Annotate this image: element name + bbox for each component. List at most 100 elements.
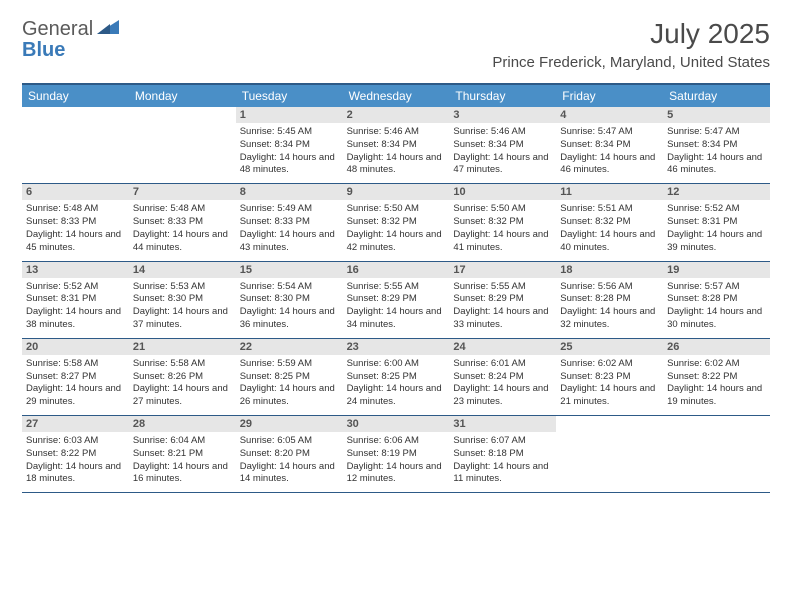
day-info: Sunrise: 6:03 AMSunset: 8:22 PMDaylight:… <box>26 435 125 486</box>
weekday-header-cell: Monday <box>129 85 236 107</box>
day-number: 14 <box>129 262 236 278</box>
weekday-header-cell: Saturday <box>663 85 770 107</box>
day-info: Sunrise: 5:58 AMSunset: 8:27 PMDaylight:… <box>26 358 125 409</box>
location-text: Prince Frederick, Maryland, United State… <box>492 54 770 71</box>
calendar: SundayMondayTuesdayWednesdayThursdayFrid… <box>22 83 770 493</box>
day-number: 12 <box>663 184 770 200</box>
day-info: Sunrise: 5:54 AMSunset: 8:30 PMDaylight:… <box>240 281 339 332</box>
day-number: 22 <box>236 339 343 355</box>
day-info: Sunrise: 5:56 AMSunset: 8:28 PMDaylight:… <box>560 281 659 332</box>
day-cell: 1 Sunrise: 5:45 AMSunset: 8:34 PMDaylight… <box>236 107 343 183</box>
day-number: 24 <box>449 339 556 355</box>
logo-text-general: General <box>22 18 93 41</box>
day-cell: 29 Sunrise: 6:05 AMSunset: 8:20 PMDayligh… <box>236 416 343 492</box>
day-number: 10 <box>449 184 556 200</box>
day-cell: 23 Sunrise: 6:00 AMSunset: 8:25 PMDayligh… <box>343 339 450 415</box>
day-info: Sunrise: 5:57 AMSunset: 8:28 PMDaylight:… <box>667 281 766 332</box>
day-info: Sunrise: 5:51 AMSunset: 8:32 PMDaylight:… <box>560 203 659 254</box>
day-info: Sunrise: 5:47 AMSunset: 8:34 PMDaylight:… <box>667 126 766 177</box>
day-cell: 22Sunrise: 5:59 AMSunset: 8:25 PMDayligh… <box>236 339 343 415</box>
month-title: July 2025 <box>492 18 770 50</box>
weekday-header-cell: Thursday <box>449 85 556 107</box>
day-info: Sunrise: 6:01 AMSunset: 8:24 PMDaylight:… <box>453 358 552 409</box>
day-info: Sunrise: 6:05 AMSunset: 8:20 PMDaylight:… <box>240 435 339 486</box>
day-cell: 3 Sunrise: 5:46 AMSunset: 8:34 PMDaylight… <box>449 107 556 183</box>
day-number: 30 <box>343 416 450 432</box>
day-cell: 13Sunrise: 5:52 AMSunset: 8:31 PMDayligh… <box>22 262 129 338</box>
day-info: Sunrise: 6:02 AMSunset: 8:23 PMDaylight:… <box>560 358 659 409</box>
day-cell: 25 Sunrise: 6:02 AMSunset: 8:23 PMDayligh… <box>556 339 663 415</box>
day-number: 21 <box>129 339 236 355</box>
day-cell: 6Sunrise: 5:48 AMSunset: 8:33 PMDaylight… <box>22 184 129 260</box>
day-number: 25 <box>556 339 663 355</box>
day-cell: 21Sunrise: 5:58 AMSunset: 8:26 PMDayligh… <box>129 339 236 415</box>
logo: GeneralBlue <box>22 18 142 62</box>
day-number: 23 <box>343 339 450 355</box>
logo-text-blue: Blue <box>22 39 65 62</box>
day-cell: 19Sunrise: 5:57 AMSunset: 8:28 PMDayligh… <box>663 262 770 338</box>
weekday-header-row: SundayMondayTuesdayWednesdayThursdayFrid… <box>22 85 770 107</box>
day-info: Sunrise: 5:46 AMSunset: 8:34 PMDaylight:… <box>453 126 552 177</box>
day-info: Sunrise: 5:46 AMSunset: 8:34 PMDaylight:… <box>347 126 446 177</box>
day-cell: 20 Sunrise: 5:58 AMSunset: 8:27 PMDayligh… <box>22 339 129 415</box>
day-cell: 5 Sunrise: 5:47 AMSunset: 8:34 PMDaylight… <box>663 107 770 183</box>
day-info: Sunrise: 5:48 AMSunset: 8:33 PMDaylight:… <box>133 203 232 254</box>
day-info: Sunrise: 5:55 AMSunset: 8:29 PMDaylight:… <box>347 281 446 332</box>
day-info: Sunrise: 6:00 AMSunset: 8:25 PMDaylight:… <box>347 358 446 409</box>
day-info: Sunrise: 5:47 AMSunset: 8:34 PMDaylight:… <box>560 126 659 177</box>
day-number: 27 <box>22 416 129 432</box>
day-cell: 15 Sunrise: 5:54 AMSunset: 8:30 PMDayligh… <box>236 262 343 338</box>
day-cell: 26 Sunrise: 6:02 AMSunset: 8:22 PMDayligh… <box>663 339 770 415</box>
day-cell: 17Sunrise: 5:55 AMSunset: 8:29 PMDayligh… <box>449 262 556 338</box>
day-number: 15 <box>236 262 343 278</box>
day-cell: 31 Sunrise: 6:07 AMSunset: 8:18 PMDayligh… <box>449 416 556 492</box>
week-row: 1 Sunrise: 5:45 AMSunset: 8:34 PMDaylight… <box>22 107 770 184</box>
day-cell: 10 Sunrise: 5:50 AMSunset: 8:32 PMDayligh… <box>449 184 556 260</box>
day-number: 3 <box>449 107 556 123</box>
day-number: 16 <box>343 262 450 278</box>
day-cell: 18 Sunrise: 5:56 AMSunset: 8:28 PMDayligh… <box>556 262 663 338</box>
day-number: 7 <box>129 184 236 200</box>
day-info: Sunrise: 5:50 AMSunset: 8:32 PMDaylight:… <box>453 203 552 254</box>
day-info: Sunrise: 5:45 AMSunset: 8:34 PMDaylight:… <box>240 126 339 177</box>
day-number: 13 <box>22 262 129 278</box>
empty-day-cell <box>663 416 770 492</box>
day-cell: 8Sunrise: 5:49 AMSunset: 8:33 PMDaylight… <box>236 184 343 260</box>
day-number: 26 <box>663 339 770 355</box>
day-info: Sunrise: 5:50 AMSunset: 8:32 PMDaylight:… <box>347 203 446 254</box>
day-number: 8 <box>236 184 343 200</box>
logo-triangle-icon <box>97 20 119 39</box>
week-row: 13Sunrise: 5:52 AMSunset: 8:31 PMDayligh… <box>22 262 770 339</box>
day-number: 5 <box>663 107 770 123</box>
weekday-header-cell: Sunday <box>22 85 129 107</box>
day-number: 1 <box>236 107 343 123</box>
day-info: Sunrise: 6:02 AMSunset: 8:22 PMDaylight:… <box>667 358 766 409</box>
day-info: Sunrise: 6:04 AMSunset: 8:21 PMDaylight:… <box>133 435 232 486</box>
page-header: GeneralBlue July 2025 Prince Frederick, … <box>0 0 792 75</box>
empty-day-cell <box>22 107 129 183</box>
day-number: 18 <box>556 262 663 278</box>
day-cell: 28Sunrise: 6:04 AMSunset: 8:21 PMDayligh… <box>129 416 236 492</box>
day-info: Sunrise: 5:53 AMSunset: 8:30 PMDaylight:… <box>133 281 232 332</box>
day-cell: 24 Sunrise: 6:01 AMSunset: 8:24 PMDayligh… <box>449 339 556 415</box>
day-info: Sunrise: 6:07 AMSunset: 8:18 PMDaylight:… <box>453 435 552 486</box>
day-cell: 9Sunrise: 5:50 AMSunset: 8:32 PMDaylight… <box>343 184 450 260</box>
day-cell: 30Sunrise: 6:06 AMSunset: 8:19 PMDayligh… <box>343 416 450 492</box>
week-row: 27 Sunrise: 6:03 AMSunset: 8:22 PMDayligh… <box>22 416 770 493</box>
day-number: 20 <box>22 339 129 355</box>
weekday-header-cell: Friday <box>556 85 663 107</box>
day-number: 2 <box>343 107 450 123</box>
day-number: 11 <box>556 184 663 200</box>
day-number: 31 <box>449 416 556 432</box>
weekday-header-cell: Wednesday <box>343 85 450 107</box>
day-cell: 11 Sunrise: 5:51 AMSunset: 8:32 PMDayligh… <box>556 184 663 260</box>
title-block: July 2025 Prince Frederick, Maryland, Un… <box>492 18 770 71</box>
day-number: 17 <box>449 262 556 278</box>
week-row: 20 Sunrise: 5:58 AMSunset: 8:27 PMDayligh… <box>22 339 770 416</box>
day-info: Sunrise: 5:52 AMSunset: 8:31 PMDaylight:… <box>667 203 766 254</box>
day-cell: 14 Sunrise: 5:53 AMSunset: 8:30 PMDayligh… <box>129 262 236 338</box>
day-number: 29 <box>236 416 343 432</box>
day-cell: 4Sunrise: 5:47 AMSunset: 8:34 PMDaylight… <box>556 107 663 183</box>
empty-day-cell <box>556 416 663 492</box>
day-cell: 27 Sunrise: 6:03 AMSunset: 8:22 PMDayligh… <box>22 416 129 492</box>
